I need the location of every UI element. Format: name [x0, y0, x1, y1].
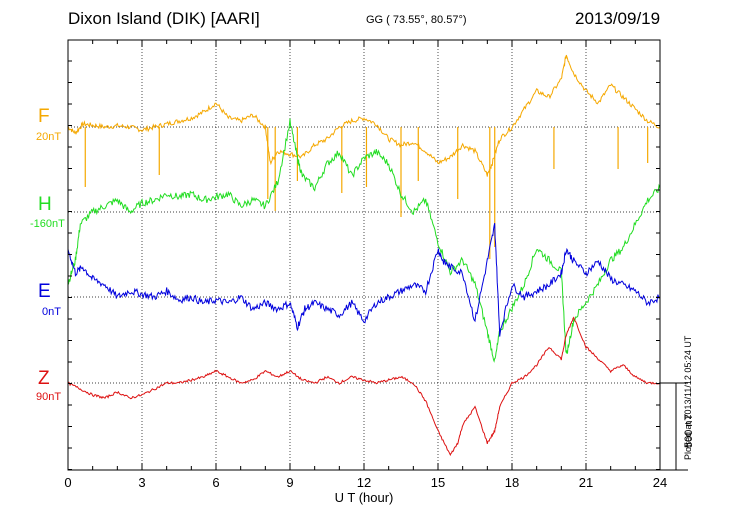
- series-line-e: [67, 222, 661, 337]
- x-tick-label-0: 0: [64, 475, 71, 490]
- scale-bar: 500 nT: [660, 382, 695, 471]
- x-tick-label-12: 12: [357, 475, 371, 490]
- x-tick-label-21: 21: [579, 475, 593, 490]
- series-traces: [67, 54, 661, 457]
- series-line-f: [67, 54, 661, 177]
- series-label-e: E: [38, 281, 51, 302]
- plot-frame: [67, 39, 661, 471]
- scale-bar-label: 500 nT: [683, 413, 695, 448]
- x-tick-label-18: 18: [505, 475, 519, 490]
- geographic-coordinates: GG ( 73.55°, 80.57°): [366, 14, 467, 26]
- x-tick-label-6: 6: [212, 475, 219, 490]
- x-tick-label-24: 24: [653, 475, 667, 490]
- baseline-label-h: -160nT: [30, 218, 65, 230]
- baseline-label-f: 20nT: [36, 131, 62, 143]
- grid-lines: [141, 40, 587, 470]
- series-label-h: H: [38, 194, 52, 215]
- series-label-z: Z: [38, 368, 50, 389]
- baseline-label-z: 90nT: [36, 391, 62, 403]
- plotted-timestamp: Plotted at 2013/11/12 05:24 UT: [683, 335, 693, 460]
- plot-frame-rect: [67, 39, 661, 471]
- x-axis-label: U T (hour): [335, 490, 394, 505]
- baseline-lines: [68, 126, 660, 384]
- series-line-h: [67, 118, 661, 363]
- x-tick-label-15: 15: [431, 475, 445, 490]
- x-tick-label-3: 3: [138, 475, 145, 490]
- station-title: Dixon Island (DIK) [AARI]: [68, 9, 260, 28]
- x-tick-label-9: 9: [286, 475, 293, 490]
- series-line-z: [67, 316, 661, 457]
- baseline-label-e: 0nT: [42, 306, 61, 318]
- date-label: 2013/09/19: [575, 9, 661, 28]
- series-label-f: F: [38, 106, 50, 127]
- x-axis-ticks: 0 3 6 9 12 15 18 21 24 U T (hour): [64, 40, 667, 505]
